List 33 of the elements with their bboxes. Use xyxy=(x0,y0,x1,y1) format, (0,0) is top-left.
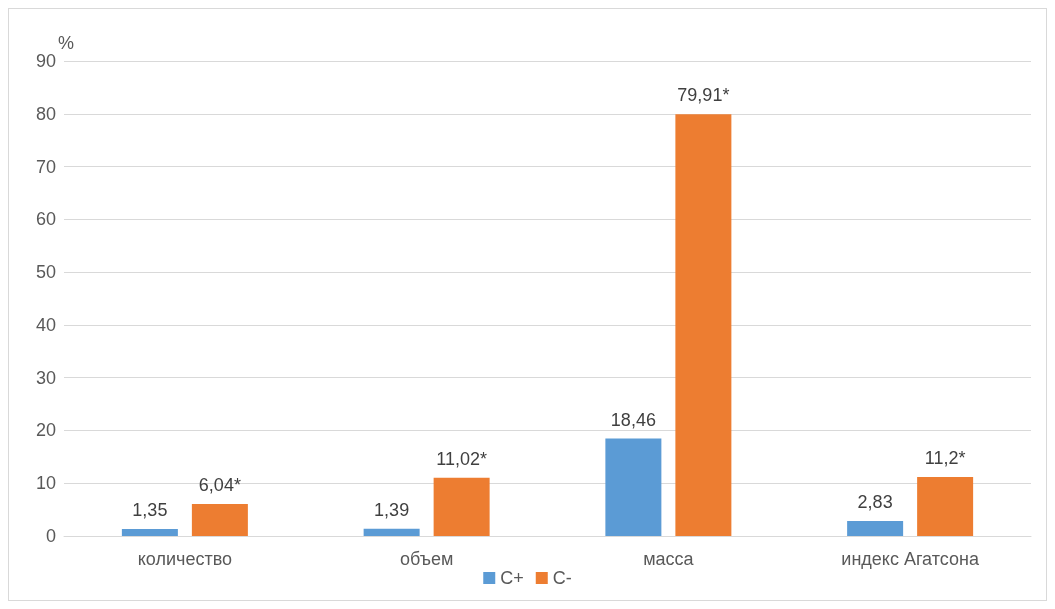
bar xyxy=(363,528,420,536)
data-label: 1,39 xyxy=(374,499,410,520)
x-tick-label: количество xyxy=(137,549,233,569)
legend-label: С+ xyxy=(500,568,524,588)
data-label: 2,83 xyxy=(857,492,893,513)
data-label: 11,02* xyxy=(436,448,487,469)
data-label: 11,2* xyxy=(924,447,966,468)
y-tick-label: 70 xyxy=(35,156,56,177)
x-tick-label: масса xyxy=(643,549,695,569)
y-tick-label: 30 xyxy=(35,367,56,388)
y-tick-label: 20 xyxy=(35,420,56,441)
y-tick-label: 40 xyxy=(35,314,56,335)
y-tick-label: 0 xyxy=(45,526,56,546)
bar xyxy=(191,504,248,536)
data-label: 18,46 xyxy=(610,409,656,430)
y-tick-label: 80 xyxy=(35,103,56,124)
y-tick-label: 10 xyxy=(35,473,56,494)
y-tick-label: 50 xyxy=(35,262,56,283)
legend-label: С- xyxy=(552,568,572,588)
data-label: 1,35 xyxy=(132,499,168,520)
y-tick-label: 60 xyxy=(35,209,56,230)
bar xyxy=(121,528,178,536)
data-label: 79,91* xyxy=(677,85,730,106)
y-tick-label: 90 xyxy=(35,51,56,71)
bar xyxy=(433,477,490,536)
x-tick-label: объем xyxy=(399,549,454,569)
y-axis-title: % xyxy=(58,33,75,54)
bar xyxy=(847,521,904,536)
x-tick-label: индекс Агатсона xyxy=(841,549,980,569)
bar xyxy=(605,438,662,536)
bar xyxy=(917,476,974,536)
data-label: 6,04* xyxy=(198,475,241,496)
bar xyxy=(675,114,732,536)
